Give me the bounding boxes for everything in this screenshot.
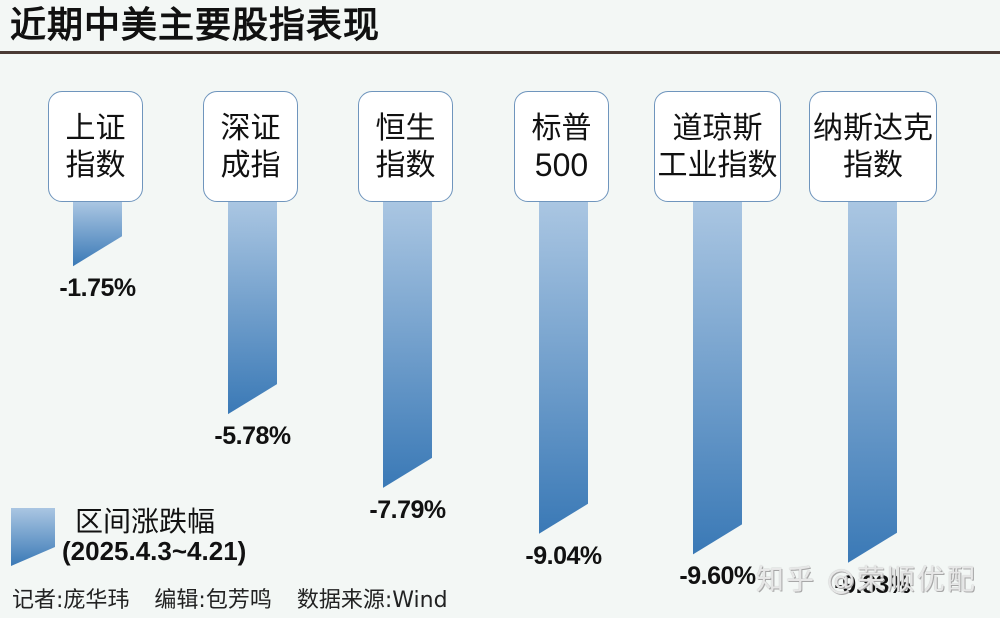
bar-1 xyxy=(228,202,277,415)
bar-4 xyxy=(693,202,742,555)
value-label-nasdaq: -9.83% xyxy=(834,570,911,599)
index-label-shanghai: 上证 指数 xyxy=(48,91,143,202)
legend-label: 区间涨跌幅 xyxy=(75,505,216,538)
index-label-hangseng: 恒生 指数 xyxy=(358,91,453,202)
index-name-line1: 深证 xyxy=(220,110,281,146)
legend-swatch xyxy=(11,508,55,566)
value-label-hangseng: -7.79% xyxy=(369,495,446,524)
index-name-line2: 500 xyxy=(534,146,589,183)
index-name-line2: 成指 xyxy=(220,147,281,183)
bar-0 xyxy=(73,202,122,267)
index-name-line1: 上证 xyxy=(65,110,126,146)
credits: 记者:庞华玮 编辑:包芳鸣 数据来源:Wind xyxy=(12,582,466,614)
title-divider xyxy=(0,51,1000,54)
index-label-nasdaq: 纳斯达克 指数 xyxy=(809,91,937,202)
index-name-line2: 工业指数 xyxy=(657,147,778,183)
index-name-line2: 指数 xyxy=(843,147,903,183)
bar-2 xyxy=(383,202,432,488)
value-label-dow-jones: -9.60% xyxy=(679,562,756,591)
value-label-shenzhen: -5.78% xyxy=(214,422,291,451)
credit-source: 数据来源:Wind xyxy=(296,588,448,613)
index-label-sp500: 标普 500 xyxy=(514,91,609,202)
bar-3 xyxy=(539,202,588,534)
chart-title: 近期中美主要股指表现 xyxy=(10,5,381,46)
index-name-line2: 指数 xyxy=(65,147,126,183)
index-name-line2: 指数 xyxy=(375,147,436,183)
value-label-shanghai: -1.75% xyxy=(59,274,136,303)
bar-5 xyxy=(848,202,897,563)
legend-period: (2025.4.3~4.21) xyxy=(62,536,247,566)
value-label-sp500: -9.04% xyxy=(525,541,602,570)
index-label-dow-jones: 道琼斯 工业指数 xyxy=(654,91,781,202)
index-name-line1: 道琼斯 xyxy=(672,110,763,146)
index-name-line1: 恒生 xyxy=(375,110,436,146)
index-name-line1: 标普 xyxy=(531,110,592,146)
watermark: 知乎 @荣顺优配 xyxy=(756,563,977,596)
credit-editor: 编辑:包芳鸣 xyxy=(154,588,272,613)
index-name-line1: 纳斯达克 xyxy=(813,110,933,146)
index-label-shenzhen: 深证 成指 xyxy=(203,91,298,202)
credit-reporter: 记者:庞华玮 xyxy=(12,588,130,613)
